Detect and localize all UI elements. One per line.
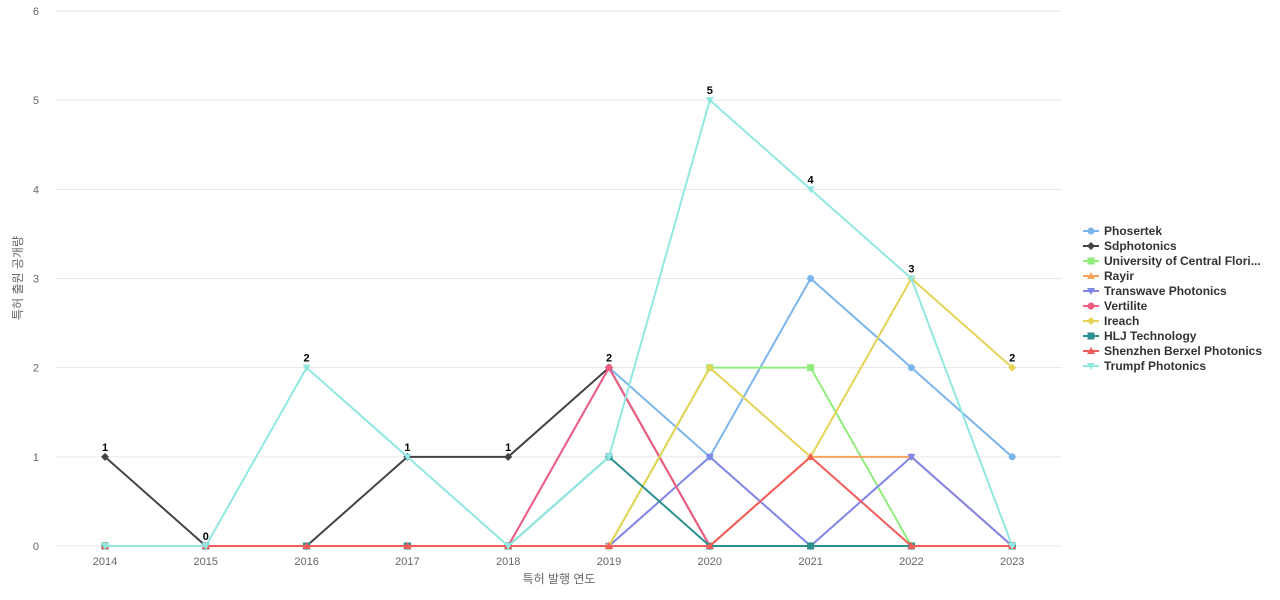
- data-point[interactable]: [1008, 453, 1016, 461]
- legend-item[interactable]: Phosertek: [1083, 224, 1162, 238]
- data-label: 2: [1009, 353, 1015, 365]
- data-point[interactable]: [101, 543, 109, 550]
- legend-label: Transwave Photonics: [1104, 284, 1227, 298]
- data-point[interactable]: [1008, 363, 1017, 372]
- y-tick-label: 3: [33, 274, 39, 286]
- y-axis-title: 특허 출원 공개량: [11, 236, 25, 320]
- series-line: [105, 99, 1014, 547]
- data-point[interactable]: [504, 543, 513, 550]
- legend-marker: [1087, 288, 1095, 295]
- legend-label: Vertilite: [1104, 299, 1148, 313]
- data-point[interactable]: [907, 542, 916, 549]
- data-point[interactable]: [807, 542, 815, 550]
- gridlines: [55, 10, 1062, 547]
- series: [101, 97, 1017, 550]
- y-tick-label: 2: [33, 363, 39, 375]
- data-point[interactable]: [403, 542, 412, 549]
- legend-item[interactable]: Vertilite: [1083, 299, 1148, 313]
- legend-label: University of Central Flori...: [1104, 254, 1261, 268]
- data-label: 0: [203, 531, 209, 543]
- data-point[interactable]: [907, 364, 915, 372]
- y-axis-ticks: 0 1 2 3 4 5 6: [33, 6, 39, 553]
- data-label: 2: [304, 353, 310, 365]
- data-label: 5: [707, 85, 713, 97]
- legend-item[interactable]: Sdphotonics: [1083, 239, 1177, 253]
- y-tick-label: 1: [33, 452, 39, 464]
- data-point[interactable]: [907, 275, 916, 283]
- data-point[interactable]: [605, 453, 613, 461]
- legend-item[interactable]: Trumpf Photonics: [1083, 359, 1206, 373]
- legend-marker: [1087, 257, 1095, 265]
- legend-marker: [1087, 242, 1095, 250]
- data-point[interactable]: [807, 364, 815, 372]
- legend-label: Ireach: [1104, 314, 1139, 328]
- y-tick-label: 6: [33, 6, 39, 18]
- legend-label: Rayir: [1104, 269, 1134, 283]
- data-point[interactable]: [907, 453, 916, 461]
- data-labels: 1 0 2 1 1 2 5 4 3 2: [102, 85, 1015, 543]
- data-point[interactable]: [705, 97, 714, 105]
- legend-item[interactable]: Ireach: [1083, 314, 1139, 328]
- legend-item[interactable]: HLJ Technology: [1083, 329, 1197, 343]
- legend-item[interactable]: Rayir: [1083, 269, 1134, 283]
- data-point[interactable]: [705, 363, 714, 372]
- y-tick-label: 4: [33, 184, 39, 196]
- legend-item[interactable]: Shenzhen Berxel Photonics: [1083, 344, 1262, 358]
- x-tick-label: 2021: [798, 556, 822, 568]
- data-point[interactable]: [705, 542, 714, 549]
- series-lines: [101, 97, 1017, 550]
- legend-marker: [1087, 332, 1095, 340]
- data-label: 1: [505, 442, 511, 454]
- legend-item[interactable]: Transwave Photonics: [1083, 284, 1227, 298]
- legend-marker: [1087, 347, 1095, 354]
- legend-label: Phosertek: [1104, 224, 1162, 238]
- series-line: [105, 455, 1013, 547]
- x-tick-label: 2018: [496, 556, 520, 568]
- legend-item[interactable]: University of Central Flori...: [1083, 254, 1261, 268]
- x-tick-label: 2022: [899, 556, 923, 568]
- y-tick-label: 5: [33, 95, 39, 107]
- data-label: 2: [606, 353, 612, 365]
- data-label: 1: [102, 442, 108, 454]
- data-point[interactable]: [806, 452, 815, 460]
- data-point[interactable]: [302, 542, 311, 549]
- data-point[interactable]: [101, 452, 109, 461]
- x-axis-title: 특허 발행 연도: [523, 571, 596, 586]
- data-label: 3: [908, 264, 914, 276]
- legend-label: Sdphotonics: [1104, 239, 1177, 253]
- data-point[interactable]: [403, 453, 412, 461]
- data-label: 1: [404, 442, 410, 454]
- legend-marker: [1087, 302, 1095, 310]
- legend-marker: [1087, 363, 1095, 370]
- x-tick-label: 2016: [294, 556, 318, 568]
- legend-marker: [1087, 272, 1095, 279]
- data-point[interactable]: [605, 542, 613, 549]
- data-label: 4: [808, 174, 815, 186]
- y-tick-label: 0: [33, 541, 39, 553]
- x-axis-ticks: 2014 2015 2016 2017 2018 2019 2020 2021 2022 2023: [93, 556, 1025, 568]
- x-tick-label: 2015: [194, 556, 218, 568]
- legend-label: Shenzhen Berxel Photonics: [1104, 344, 1262, 358]
- x-tick-label: 2017: [395, 556, 419, 568]
- legend-marker: [1087, 317, 1095, 325]
- data-point[interactable]: [201, 543, 210, 550]
- data-point[interactable]: [705, 453, 714, 461]
- legend-label: HLJ Technology: [1104, 329, 1197, 343]
- x-tick-label: 2020: [698, 556, 722, 568]
- x-tick-label: 2019: [597, 556, 621, 568]
- x-tick-label: 2023: [1000, 556, 1024, 568]
- data-point[interactable]: [302, 364, 311, 372]
- data-point[interactable]: [806, 186, 815, 194]
- data-point[interactable]: [504, 452, 513, 461]
- legend-label: Trumpf Photonics: [1104, 359, 1206, 373]
- data-point[interactable]: [605, 364, 613, 372]
- data-point[interactable]: [1008, 543, 1017, 550]
- x-tick-label: 2014: [93, 556, 117, 568]
- legend-marker: [1087, 227, 1095, 235]
- data-point[interactable]: [807, 275, 815, 282]
